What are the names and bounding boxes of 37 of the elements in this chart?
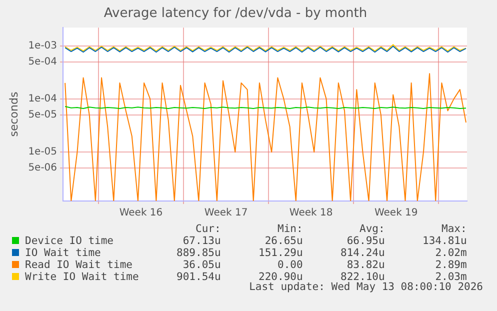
text: 814.24u (340, 247, 385, 259)
text: 26.65u (264, 235, 303, 247)
x-tick-label: Week 18 (289, 208, 333, 219)
text: 134.81u (422, 235, 467, 247)
text: 151.29u (258, 247, 303, 259)
text: Last update: Wed May 13 08:00:10 2026 (249, 281, 483, 293)
y-tick-label: 1e-04 (28, 94, 58, 105)
y-tick-label: 5e-05 (28, 110, 58, 121)
text: 67.13u (182, 235, 221, 247)
text: Max: (440, 223, 467, 235)
text: Cur: (194, 223, 221, 235)
x-tick-label: Week 16 (119, 208, 163, 219)
y-tick-label: 5e-06 (28, 162, 58, 174)
text: 0.00 (276, 259, 303, 271)
text: 220.90u (258, 271, 303, 283)
text: 2.89m (434, 259, 467, 271)
y-tick-label: 1e-05 (28, 146, 58, 158)
text: 36.05u (182, 259, 221, 271)
text: Min: (276, 223, 303, 235)
y-axis-title: seconds (7, 92, 20, 137)
legend-label: Read IO Wait time (24, 259, 134, 271)
legend-label: Device IO time (24, 235, 115, 247)
text: 822.10u (340, 271, 385, 283)
text: 901.54u (176, 271, 221, 283)
y-tick-label: 5e-04 (28, 56, 58, 68)
text: 66.95u (346, 235, 385, 247)
text: 2.03m (435, 271, 467, 283)
legend-label: IO Wait time (24, 247, 102, 259)
text: Avg: (358, 223, 385, 235)
text: 2.02m (434, 247, 467, 259)
x-tick-label: Week 17 (204, 208, 248, 219)
x-tick-label: Week 19 (374, 208, 418, 219)
y-tick-label: 1e-03 (28, 40, 58, 52)
text: 889.85u (176, 247, 221, 259)
legend-label: Write IO Wait time (24, 271, 139, 283)
chart-title: Average latency for /dev/vda - by month (104, 6, 368, 22)
text: 83.82u (346, 259, 385, 271)
